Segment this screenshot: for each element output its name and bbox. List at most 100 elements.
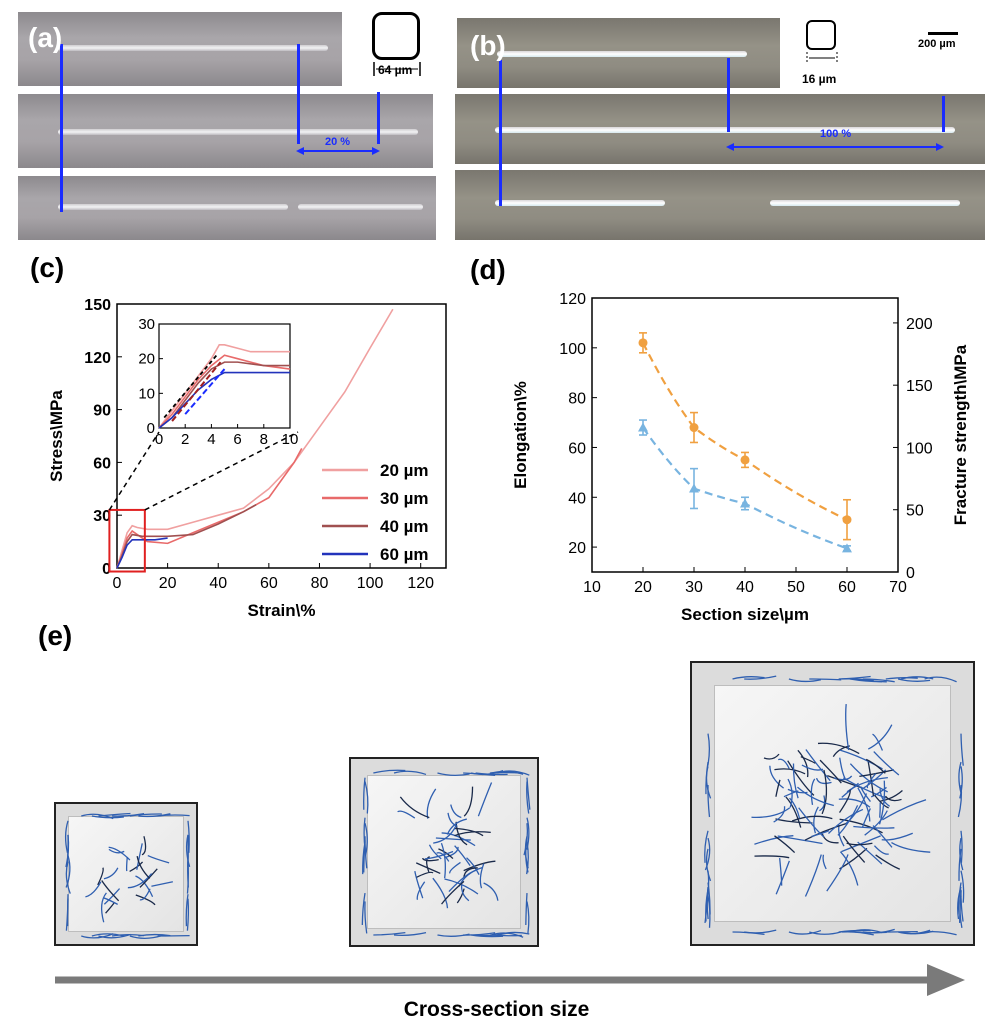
y2-tick-label: 200 bbox=[906, 316, 933, 333]
fiber-strand bbox=[103, 888, 121, 905]
data-point bbox=[740, 498, 750, 508]
fiber-strand bbox=[777, 758, 790, 770]
fiber bbox=[298, 204, 423, 210]
fiber-strand bbox=[744, 929, 777, 934]
scale-bar-label: 200 µm bbox=[918, 38, 956, 50]
fiber-group bbox=[361, 769, 531, 938]
fiber-strand bbox=[704, 830, 709, 863]
fiber-strand bbox=[838, 675, 871, 680]
fiber-strand bbox=[364, 901, 368, 934]
fiber-strand bbox=[879, 788, 891, 807]
fiber-strand bbox=[125, 856, 128, 872]
fiber-strand bbox=[879, 802, 881, 818]
fiber-strand bbox=[363, 777, 366, 810]
strain-label-b: 100 % bbox=[820, 128, 852, 140]
y-tick-label: 40 bbox=[568, 490, 586, 507]
fiber-strand bbox=[854, 931, 887, 934]
y-tick-label: 80 bbox=[568, 391, 586, 408]
fiber-network bbox=[64, 812, 191, 939]
data-point bbox=[638, 338, 648, 348]
fiber-strand bbox=[426, 856, 430, 873]
fiber-strand bbox=[842, 835, 866, 863]
size-label-b: 16 µm bbox=[802, 72, 837, 86]
fiber-strand bbox=[860, 786, 871, 802]
fiber-strand bbox=[705, 889, 709, 922]
fiber-strand bbox=[393, 770, 427, 776]
fiber-strand bbox=[524, 836, 529, 869]
fiber-strand bbox=[861, 808, 871, 828]
fiber-strand bbox=[393, 932, 427, 937]
fiber-strand bbox=[774, 835, 796, 854]
x-tick-label: 20 bbox=[634, 579, 652, 596]
fiber-strand bbox=[811, 830, 830, 838]
inset-x-tick-label: 6 bbox=[233, 431, 241, 448]
fiber-strand bbox=[105, 901, 116, 914]
fiber-strand bbox=[136, 855, 151, 879]
fiber-strand bbox=[809, 678, 842, 681]
fiber-strand bbox=[444, 878, 479, 895]
size-effect-chart: 10 20 30 40 50 60 70 20 40 60 80 100 120 0 50 100 150 200… bbox=[511, 291, 970, 624]
fiber-strand bbox=[526, 817, 530, 850]
fiber-strand bbox=[787, 778, 793, 808]
fiber-strand bbox=[98, 812, 131, 817]
legend-label: 60 µm bbox=[380, 545, 429, 564]
x-tick-label: 50 bbox=[787, 579, 805, 596]
fiber-strand bbox=[428, 844, 442, 860]
fiber-strand bbox=[798, 807, 825, 838]
y-tick-label: 60 bbox=[93, 455, 111, 472]
fiber-strand bbox=[475, 932, 508, 937]
fiber bbox=[497, 51, 747, 57]
fiber-strand bbox=[707, 733, 711, 766]
fiber-strand bbox=[866, 773, 877, 789]
fiber-strand bbox=[454, 845, 471, 866]
fiber-strand bbox=[416, 881, 426, 900]
fiber-strand bbox=[872, 733, 884, 751]
fiber-strand bbox=[754, 835, 794, 845]
fiber-strand bbox=[97, 867, 104, 886]
fiber-strand bbox=[477, 782, 493, 817]
fiber-strand bbox=[373, 769, 406, 774]
fiber-strand bbox=[147, 854, 170, 864]
fiber-strand bbox=[788, 929, 822, 935]
fiber-strand bbox=[792, 763, 799, 799]
fiber-strand bbox=[960, 889, 964, 922]
fiber-strand bbox=[135, 875, 154, 898]
fiber-strand bbox=[139, 888, 151, 901]
fiber-strand bbox=[779, 857, 783, 886]
fiber-strand bbox=[845, 703, 850, 751]
fiber-strand bbox=[441, 880, 465, 905]
fiber-strand bbox=[81, 813, 114, 820]
fiber-strand bbox=[881, 832, 913, 841]
fiber-strand bbox=[416, 871, 434, 878]
x-tick-label: 60 bbox=[260, 575, 278, 592]
legend-label: 30 µm bbox=[380, 489, 429, 508]
y-tick-label: 20 bbox=[568, 540, 586, 557]
data-point bbox=[638, 422, 648, 432]
x-tick-label: 20 bbox=[159, 575, 177, 592]
y-tick-label: 90 bbox=[93, 403, 111, 420]
fiber-strand bbox=[873, 751, 900, 776]
fiber-strand bbox=[364, 781, 369, 814]
fiber-strand bbox=[867, 760, 875, 796]
fiber-strand bbox=[426, 788, 437, 819]
fiber-strand bbox=[129, 935, 163, 939]
data-point bbox=[842, 515, 852, 525]
fiber-strand bbox=[108, 846, 131, 861]
fiber-strand bbox=[361, 892, 366, 926]
fiber-strand bbox=[857, 787, 871, 822]
x-tick-label: 100 bbox=[357, 575, 384, 592]
fiber-strand bbox=[479, 863, 485, 889]
fiber-strand bbox=[834, 775, 853, 781]
fiber-strand bbox=[65, 855, 71, 888]
inset-y-tick-label: 20 bbox=[138, 351, 155, 368]
inset-fit-line bbox=[171, 361, 222, 422]
fiber-strand bbox=[421, 857, 439, 862]
fiber-strand bbox=[924, 930, 957, 936]
fiber-strand bbox=[455, 821, 468, 846]
fiber-strand bbox=[66, 834, 69, 867]
fiber-strand bbox=[136, 843, 143, 870]
fiber-strand bbox=[797, 786, 834, 807]
inset-series-line bbox=[158, 354, 291, 429]
fiber-strand bbox=[445, 846, 459, 858]
fiber-network bbox=[704, 675, 965, 936]
